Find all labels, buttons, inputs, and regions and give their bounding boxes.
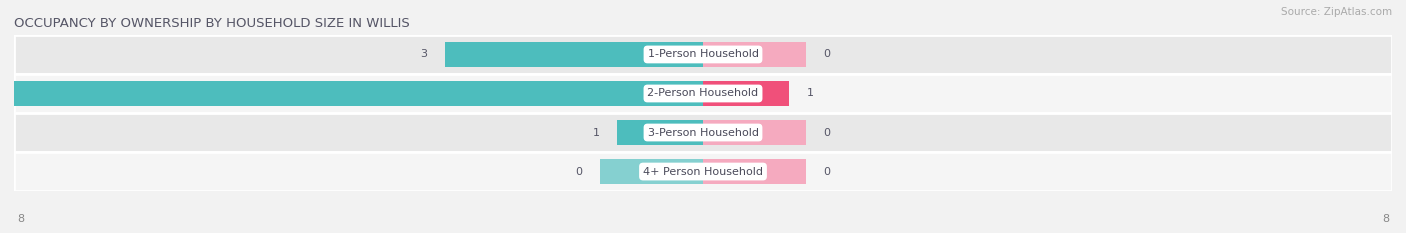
Text: 0: 0 <box>824 127 831 137</box>
Bar <box>703 120 807 145</box>
Bar <box>14 35 1392 74</box>
Text: 0: 0 <box>575 167 582 177</box>
Text: 1: 1 <box>807 89 813 99</box>
Bar <box>14 113 1392 152</box>
Text: 4+ Person Household: 4+ Person Household <box>643 167 763 177</box>
Text: 8: 8 <box>1382 214 1389 224</box>
Text: 1-Person Household: 1-Person Household <box>648 49 758 59</box>
Text: 8: 8 <box>17 214 24 224</box>
Bar <box>14 74 1392 113</box>
Bar <box>599 159 703 184</box>
Text: 0: 0 <box>824 167 831 177</box>
Text: 1: 1 <box>593 127 599 137</box>
Text: 0: 0 <box>824 49 831 59</box>
Text: 3: 3 <box>420 49 427 59</box>
Text: Source: ZipAtlas.com: Source: ZipAtlas.com <box>1281 7 1392 17</box>
Bar <box>444 42 703 67</box>
Bar <box>703 159 807 184</box>
Bar <box>703 42 807 67</box>
Bar <box>617 120 703 145</box>
Bar <box>703 81 789 106</box>
Bar <box>14 81 703 106</box>
Text: 3-Person Household: 3-Person Household <box>648 127 758 137</box>
Text: OCCUPANCY BY OWNERSHIP BY HOUSEHOLD SIZE IN WILLIS: OCCUPANCY BY OWNERSHIP BY HOUSEHOLD SIZE… <box>14 17 409 30</box>
Text: 2-Person Household: 2-Person Household <box>647 89 759 99</box>
Bar <box>14 152 1392 191</box>
